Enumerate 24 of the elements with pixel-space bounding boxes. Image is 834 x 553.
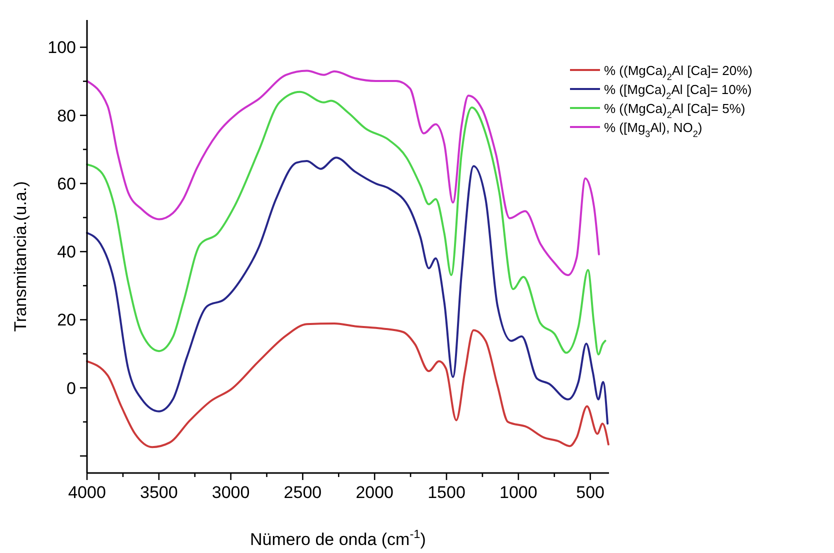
x-tick-label: 1000 <box>499 483 538 502</box>
x-axis-title: Nümero de onda (cm$^{-1}$) <box>250 527 426 549</box>
y-axis-title: Transmitancia.(u.a.) <box>11 181 30 332</box>
x-tick-label: 1500 <box>428 483 466 502</box>
x-tick-label: 2000 <box>356 483 394 502</box>
y-tick-label: 0 <box>66 378 76 398</box>
legend-label: % ([MgCa)$_{2}$Al [Ca]= 10%) <box>604 82 752 101</box>
y-tick-label: 60 <box>57 174 76 194</box>
y-tick-label: 40 <box>57 242 76 262</box>
x-tick-label: 500 <box>576 483 604 502</box>
legend-label: % ([Mg$_{3}$Al), NO$_{2}$) <box>604 120 702 139</box>
x-tick-label: 3500 <box>140 483 178 502</box>
line-series <box>86 322 610 448</box>
legend-label: % ((MgCa)$_{2}$Al [Ca]= 20%) <box>604 63 752 82</box>
legend-label: % ((MgCa)$_{2}$Al [Ca]= 5%) <box>604 101 746 120</box>
line-series <box>86 156 609 425</box>
x-tick-label: 2500 <box>284 483 322 502</box>
x-tick-label: 4000 <box>68 483 106 502</box>
y-tick-label: 80 <box>57 106 76 126</box>
x-tick-label: 3000 <box>212 483 250 502</box>
line-series <box>86 70 600 276</box>
y-tick-label: 100 <box>48 38 76 58</box>
line-series <box>86 90 606 356</box>
y-tick-label: 20 <box>57 310 76 330</box>
